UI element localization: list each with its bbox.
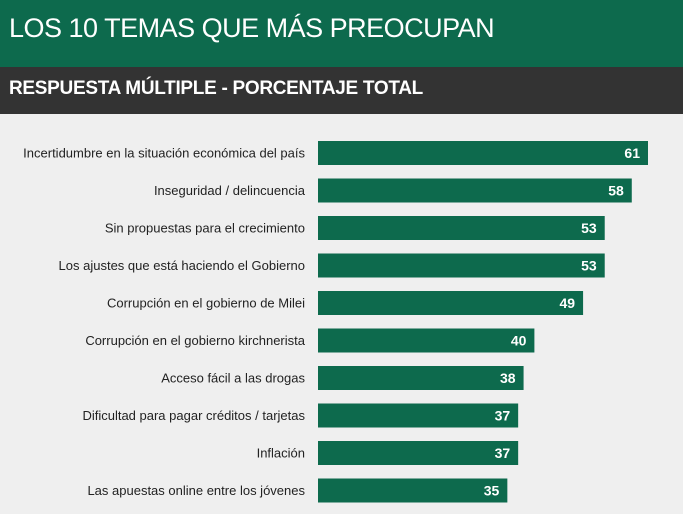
bar: [318, 141, 648, 165]
category-label: Dificultad para pagar créditos / tarjeta…: [82, 408, 305, 423]
subtitle-banner: RESPUESTA MÚLTIPLE - PORCENTAJE TOTAL: [0, 67, 683, 114]
bar-value-label: 58: [608, 183, 624, 199]
category-label: Inflación: [257, 446, 305, 461]
category-label: Los ajustes que está haciendo el Gobiern…: [59, 258, 305, 273]
bar-value-label: 49: [560, 295, 576, 311]
bar-value-label: 40: [511, 333, 527, 349]
bar: [318, 403, 519, 428]
bar-value-label: 53: [581, 220, 597, 236]
bar: [318, 478, 508, 503]
bar: [318, 328, 535, 353]
category-label: Incertidumbre en la situación económica …: [23, 146, 305, 161]
bar-value-label: 38: [500, 370, 516, 386]
category-label: Las apuestas online entre los jóvenes: [87, 483, 305, 498]
category-label: Acceso fácil a las drogas: [161, 371, 305, 386]
title-banner: LOS 10 TEMAS QUE MÁS PREOCUPAN: [0, 0, 683, 67]
bar: [318, 178, 632, 203]
category-label: Sin propuestas para el crecimiento: [105, 221, 305, 236]
bar-chart: Incertidumbre en la situación económica …: [0, 114, 683, 514]
bar-value-label: 37: [495, 408, 511, 424]
bar: [318, 366, 524, 390]
page-subtitle: RESPUESTA MÚLTIPLE - PORCENTAJE TOTAL: [9, 78, 423, 99]
bar-chart-svg: Incertidumbre en la situación económica …: [23, 141, 648, 503]
bar: [318, 291, 584, 315]
bar: [318, 441, 519, 465]
category-label: Inseguridad / delincuencia: [154, 183, 306, 198]
page-title: LOS 10 TEMAS QUE MÁS PREOCUPAN: [9, 13, 495, 43]
category-label: Corrupción en el gobierno kirchnerista: [85, 333, 305, 348]
bar-value-label: 53: [581, 258, 597, 274]
bar-value-label: 61: [624, 145, 640, 161]
bar-value-label: 37: [495, 445, 511, 461]
category-label: Corrupción en el gobierno de Milei: [107, 296, 305, 311]
bar: [318, 253, 605, 278]
bar: [318, 216, 605, 240]
bar-value-label: 35: [484, 483, 500, 499]
